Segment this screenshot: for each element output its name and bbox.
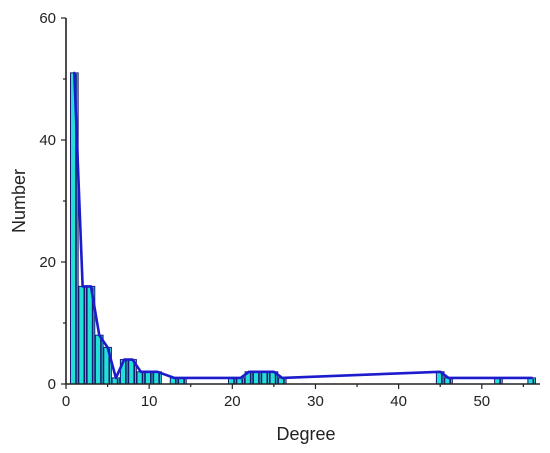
bar — [78, 285, 87, 385]
x-tick-label: 10 — [141, 393, 158, 410]
y-tick-label: 60 — [39, 10, 56, 27]
x-tick-label: 20 — [224, 393, 241, 410]
y-tick-label: 0 — [48, 376, 56, 393]
y-axis-title: Number — [9, 169, 29, 233]
x-axis-title: Degree — [276, 424, 335, 444]
trend-line-group — [73, 71, 533, 380]
bar — [252, 371, 262, 385]
x-tick-label: 40 — [390, 393, 407, 410]
bar — [94, 334, 104, 385]
x-tick-label: 0 — [62, 393, 70, 410]
y-tick-group: 0 20 40 60 — [39, 10, 66, 393]
bar-body — [136, 371, 146, 385]
bar-body — [94, 334, 104, 385]
bar — [261, 371, 270, 385]
bar-body — [144, 371, 154, 385]
bar-body — [252, 371, 262, 385]
x-tick-label: 50 — [473, 393, 490, 410]
x-tick-group: 0 10 20 30 40 50 — [62, 384, 524, 410]
bar-body — [78, 285, 87, 385]
bar-body — [261, 371, 270, 385]
y-tick-label: 20 — [39, 254, 56, 271]
bar — [136, 371, 146, 385]
x-tick-label: 30 — [307, 393, 324, 410]
trend-line — [73, 71, 533, 380]
bar — [144, 371, 154, 385]
y-tick-label: 40 — [39, 132, 56, 149]
axes-group — [65, 18, 540, 385]
bar-group — [69, 72, 537, 385]
